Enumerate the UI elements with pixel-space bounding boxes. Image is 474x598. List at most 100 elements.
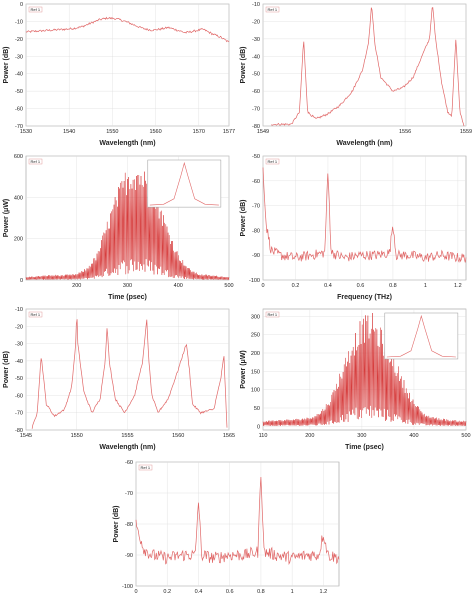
inset-frame — [384, 312, 459, 360]
y-axis-label: Power (μW) — [240, 350, 247, 389]
y-tick-label: -60 — [252, 179, 260, 185]
y-tick-label: -40 — [15, 72, 23, 78]
x-tick-label: 1 — [424, 283, 427, 289]
y-tick-label: -10 — [15, 19, 23, 25]
x-tick-label: 0.8 — [257, 589, 265, 595]
chart-g-rf-spectrum: 0 0.2 0.4 0.6 0.8 1 1.2 -60 -70 -80 -90 -100 Power (… — [113, 460, 340, 595]
y-tick-label: -20 — [15, 324, 23, 330]
y-tick-label: 600 — [14, 154, 23, 160]
x-tick-label: 200 — [72, 283, 81, 289]
y-tick-label: 0 — [257, 424, 260, 430]
y-tick-label: -30 — [15, 54, 23, 60]
series-line — [25, 171, 230, 280]
x-tick-label: 500 — [461, 433, 470, 439]
x-axis-label: Wavelength (nm) — [99, 140, 155, 147]
legend-box — [28, 158, 43, 165]
legend-label: Ref 1 — [31, 312, 41, 317]
y-tick-label: 100 — [251, 388, 260, 394]
plot-area — [25, 3, 230, 127]
x-tick-label: 0.6 — [226, 589, 234, 595]
x-tick-label: 1530 — [20, 129, 32, 135]
y-tick-label: -50 — [15, 89, 23, 95]
y-tick-label: 200 — [251, 351, 260, 357]
legend-box — [265, 6, 280, 13]
y-tick-label: -70 — [252, 107, 260, 113]
y-tick-label: -100 — [122, 584, 133, 590]
x-tick-label: 1555 — [121, 433, 133, 439]
chart-c-pulse-train: 200 300 400 500 0 200 400 600 Time (psec) Power (… — [3, 154, 234, 301]
x-tick-label: 110 — [259, 433, 268, 439]
x-tick-label: 1560 — [149, 129, 161, 135]
x-tick-label: 300 — [357, 433, 366, 439]
x-tick-label: 200 — [305, 433, 314, 439]
x-tick-label: 400 — [174, 283, 183, 289]
y-tick-label: 400 — [14, 195, 23, 201]
y-tick-label: -50 — [15, 376, 23, 382]
legend-label: Ref 1 — [268, 7, 278, 12]
plot-area — [262, 3, 467, 127]
inset-line — [149, 161, 219, 206]
legend-box — [265, 311, 280, 318]
x-tick-label: 1577 — [223, 129, 235, 135]
legend-box — [28, 311, 43, 318]
y-axis-label: Power (dB) — [3, 351, 10, 388]
x-tick-label: 1565 — [223, 433, 235, 439]
x-tick-label: 1550 — [106, 129, 118, 135]
x-tick-label: 1560 — [172, 433, 184, 439]
y-tick-label: -50 — [252, 72, 260, 78]
x-tick-label: 1550 — [71, 433, 83, 439]
y-tick-label: -80 — [252, 228, 260, 234]
y-axis-label: Power (dB) — [240, 200, 247, 237]
series-line — [271, 7, 465, 127]
y-axis-label: Power (dB) — [240, 47, 247, 84]
legend-box — [138, 464, 153, 471]
x-tick-label: 400 — [409, 433, 418, 439]
chart-d-rf-spectrum: 0 0.2 0.4 0.6 0.8 1 1.2 -50 -60 -70 -80 -90 -100 Freq… — [240, 154, 467, 301]
x-tick-label: 1570 — [193, 129, 205, 135]
x-tick-label: 1559 — [460, 129, 472, 135]
x-tick-label: 1549 — [257, 129, 269, 135]
y-tick-label: -60 — [125, 460, 133, 466]
x-axis-label: Time (psec) — [345, 444, 384, 451]
y-tick-label: -70 — [15, 411, 23, 417]
legend-label: Ref 1 — [268, 159, 278, 164]
y-tick-label: -30 — [252, 37, 260, 43]
x-tick-label: 0.2 — [163, 589, 171, 595]
y-axis-label: Power (dB) — [113, 506, 120, 543]
y-tick-label: 50 — [254, 406, 260, 412]
y-axis-label: Power (dB) — [3, 47, 10, 84]
x-axis-label: Frequency (THz) — [337, 294, 392, 301]
y-tick-label: -80 — [252, 124, 260, 130]
legend-box — [265, 158, 280, 165]
y-tick-label: 250 — [251, 333, 260, 339]
y-tick-label: -40 — [15, 359, 23, 365]
y-tick-label: -20 — [252, 19, 260, 25]
chart-f-pulse-train: 110 200 300 400 500 0 50 100 150 200 250 300 Time (p… — [240, 308, 471, 451]
x-tick-label: 1.2 — [320, 589, 328, 595]
chart-a-spectrum: 1530 1540 1550 1560 1570 1577 0 -10 -20 -30 -40 -50… — [3, 2, 235, 147]
x-tick-label: 300 — [123, 283, 132, 289]
x-tick-label: 1 — [291, 589, 294, 595]
inset-line — [386, 314, 456, 358]
x-tick-label: 0.2 — [292, 283, 300, 289]
y-tick-label: -70 — [15, 124, 23, 130]
x-tick-label: 1.2 — [454, 283, 462, 289]
x-tick-label: 0.4 — [324, 283, 332, 289]
series-line — [262, 312, 467, 427]
x-tick-label: 0.8 — [389, 283, 397, 289]
y-tick-label: -70 — [252, 204, 260, 210]
y-tick-label: -60 — [15, 393, 23, 399]
y-tick-label: 150 — [251, 369, 260, 375]
chart-b-spectrum: 1549 1556 1559 -10 -20 -30 -40 -50 -60 -70 -80 Wave… — [240, 2, 472, 147]
legend-box — [28, 6, 43, 13]
x-tick-label: 0 — [134, 589, 137, 595]
y-tick-label: -10 — [252, 2, 260, 8]
y-tick-label: -60 — [15, 107, 23, 113]
y-tick-label: -80 — [15, 428, 23, 434]
legend-label: Ref 1 — [31, 7, 41, 12]
x-tick-label: 1556 — [399, 129, 411, 135]
y-tick-label: -40 — [252, 54, 260, 60]
x-tick-label: 0.6 — [357, 283, 365, 289]
x-tick-label: 1545 — [20, 433, 32, 439]
series-line — [135, 476, 340, 565]
